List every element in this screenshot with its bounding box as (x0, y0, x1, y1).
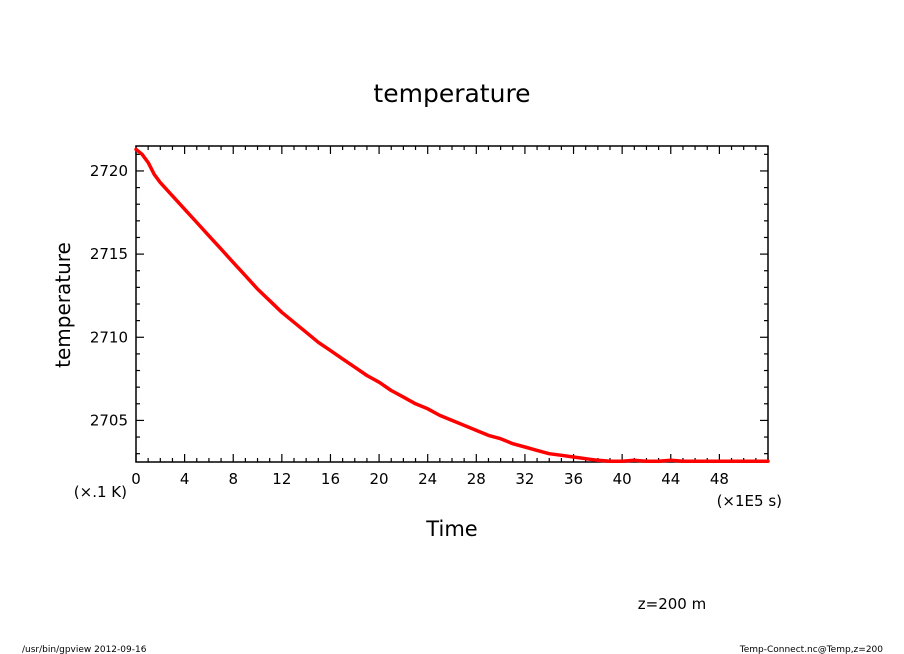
x-tick-label: 48 (710, 470, 729, 488)
x-tick-label: 36 (564, 470, 583, 488)
x-tick-label: 32 (515, 470, 534, 488)
y-axis-label: temperature (51, 242, 75, 368)
x-tick-label: 0 (131, 470, 141, 488)
footer-right-text: Temp-Connect.nc@Temp,z=200 (739, 645, 884, 654)
y-unit-label: (×.1 K) (74, 483, 127, 501)
x-tick-label: 24 (418, 470, 437, 488)
chart-title: temperature (373, 79, 530, 108)
x-tick-label: 28 (467, 470, 486, 488)
x-tick-label: 8 (228, 470, 238, 488)
footer-left-text: /usr/bin/gpview 2012-09-16 (22, 645, 147, 654)
x-axis-label: Time (425, 517, 477, 541)
y-tick-label: 2720 (90, 162, 128, 180)
x-tick-label: 40 (613, 470, 632, 488)
x-tick-label: 16 (321, 470, 340, 488)
x-tick-label: 12 (272, 470, 291, 488)
x-tick-label: 44 (661, 470, 680, 488)
x-unit-label: (×1E5 s) (717, 492, 782, 510)
level-annotation: z=200 m (638, 595, 706, 613)
y-tick-label: 2715 (90, 245, 128, 263)
series-line-temperature (134, 147, 770, 463)
plot-frame (135, 145, 769, 463)
x-tick-label: 20 (370, 470, 389, 488)
axis-ticks (135, 146, 769, 462)
x-tick-label: 4 (180, 470, 190, 488)
y-tick-label: 2710 (90, 328, 128, 346)
y-tick-label: 2705 (90, 411, 128, 429)
